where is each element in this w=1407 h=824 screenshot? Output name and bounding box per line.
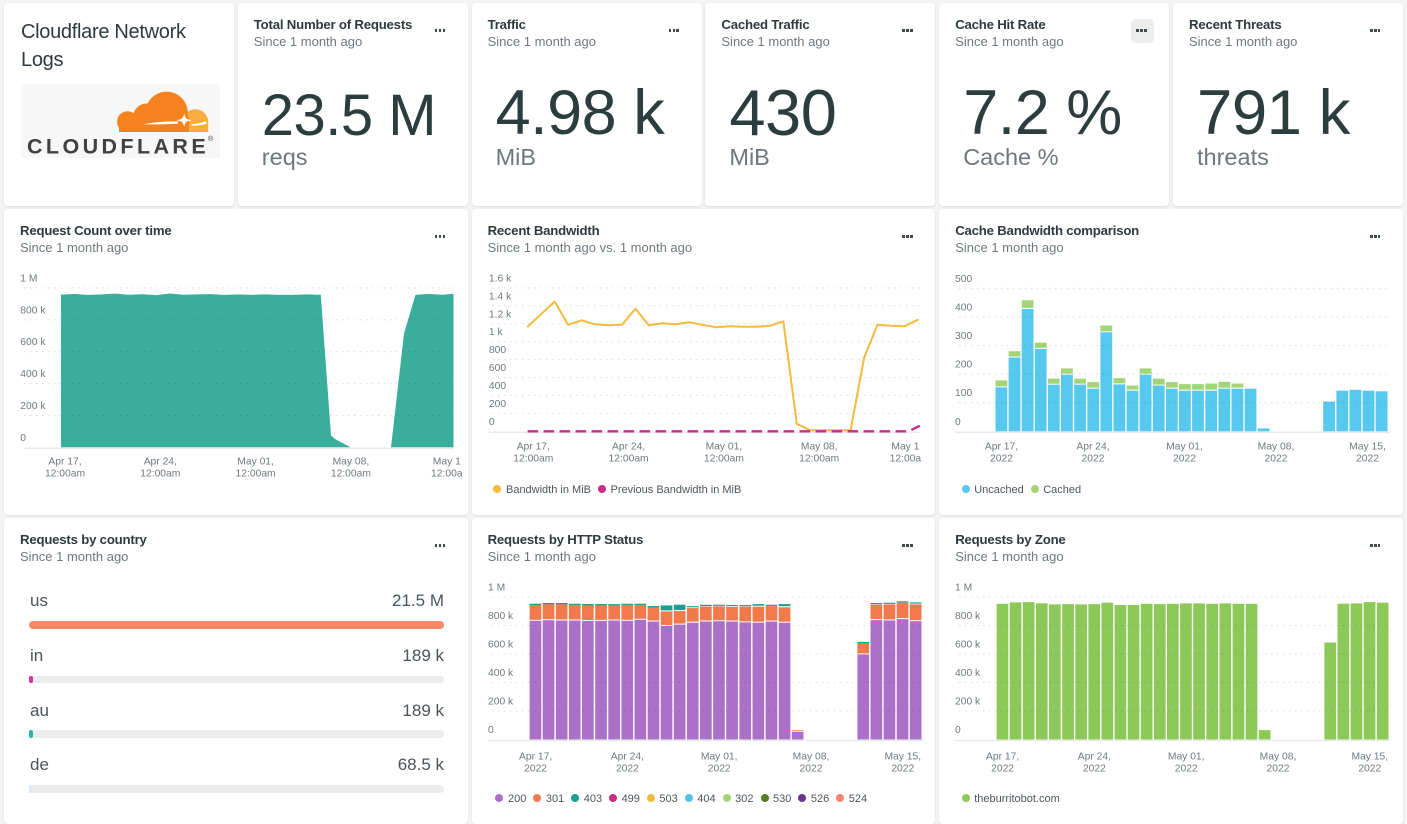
svg-text:200 k: 200 k — [955, 697, 981, 708]
svg-text:May 1: May 1 — [891, 442, 919, 453]
svg-text:2022: 2022 — [1356, 454, 1379, 465]
svg-text:2022: 2022 — [1083, 764, 1106, 775]
svg-text:1.4 k: 1.4 k — [488, 292, 511, 303]
svg-text:Apr 17,: Apr 17, — [985, 442, 1018, 453]
svg-text:600: 600 — [488, 363, 505, 374]
svg-text:12:00am: 12:00am — [799, 454, 839, 465]
svg-text:May 01,: May 01, — [1168, 752, 1205, 763]
svg-text:400 k: 400 k — [488, 668, 514, 679]
svg-text:2022: 2022 — [1359, 764, 1382, 775]
svg-text:2022: 2022 — [799, 764, 822, 775]
svg-text:May 01,: May 01, — [705, 442, 742, 453]
svg-text:May 08,: May 08, — [333, 457, 370, 468]
svg-text:800 k: 800 k — [488, 611, 514, 622]
svg-text:200: 200 — [488, 399, 505, 410]
svg-text:800 k: 800 k — [20, 305, 46, 316]
svg-text:May 08,: May 08, — [1260, 752, 1297, 763]
svg-text:May 01,: May 01, — [237, 457, 274, 468]
svg-text:600 k: 600 k — [955, 640, 981, 651]
svg-text:0: 0 — [488, 417, 494, 428]
svg-text:May 01,: May 01, — [1166, 442, 1203, 453]
svg-text:200 k: 200 k — [488, 697, 514, 708]
svg-text:12:00am: 12:00am — [331, 469, 371, 480]
svg-text:2022: 2022 — [616, 764, 639, 775]
svg-text:May 15,: May 15, — [1349, 442, 1386, 453]
svg-text:2022: 2022 — [991, 764, 1014, 775]
svg-text:300: 300 — [955, 331, 972, 342]
svg-text:400: 400 — [955, 303, 972, 314]
svg-text:May 1: May 1 — [433, 457, 461, 468]
svg-text:12:00am: 12:00am — [236, 469, 276, 480]
svg-text:Apr 17,: Apr 17, — [986, 752, 1019, 763]
svg-text:1 k: 1 k — [488, 327, 503, 338]
svg-text:1.6 k: 1.6 k — [488, 274, 511, 285]
svg-text:500: 500 — [955, 274, 972, 285]
svg-text:Apr 24,: Apr 24, — [1078, 752, 1111, 763]
svg-text:1 M: 1 M — [20, 274, 37, 285]
svg-text:0: 0 — [488, 725, 494, 736]
svg-text:2022: 2022 — [1265, 454, 1288, 465]
svg-text:Apr 24,: Apr 24, — [610, 752, 643, 763]
svg-text:May 15,: May 15, — [884, 752, 921, 763]
svg-text:2022: 2022 — [524, 764, 547, 775]
svg-text:0: 0 — [955, 725, 961, 736]
svg-text:®: ® — [208, 135, 214, 143]
svg-text:600 k: 600 k — [488, 640, 514, 651]
svg-text:0: 0 — [955, 417, 961, 428]
svg-text:1 M: 1 M — [955, 583, 972, 594]
svg-text:Apr 17,: Apr 17, — [48, 457, 81, 468]
svg-text:400: 400 — [488, 381, 505, 392]
svg-text:1 M: 1 M — [488, 583, 505, 594]
svg-text:12:00am: 12:00am — [513, 454, 553, 465]
svg-text:May 15,: May 15, — [1352, 752, 1389, 763]
svg-text:400 k: 400 k — [955, 668, 981, 679]
svg-text:Apr 24,: Apr 24, — [1077, 442, 1110, 453]
svg-text:May 08,: May 08, — [792, 752, 829, 763]
svg-text:400 k: 400 k — [20, 369, 46, 380]
svg-text:2022: 2022 — [1173, 454, 1196, 465]
svg-text:Apr 17,: Apr 17, — [519, 752, 552, 763]
svg-text:Apr 24,: Apr 24, — [144, 457, 177, 468]
svg-text:12:00a: 12:00a — [431, 469, 463, 480]
svg-text:May 08,: May 08, — [800, 442, 837, 453]
svg-text:1.2 k: 1.2 k — [488, 309, 511, 320]
svg-text:2022: 2022 — [891, 764, 914, 775]
svg-text:100: 100 — [955, 388, 972, 399]
svg-text:CLOUDFLARE: CLOUDFLARE — [27, 134, 209, 158]
svg-text:12:00am: 12:00am — [703, 454, 743, 465]
svg-text:12:00am: 12:00am — [608, 454, 648, 465]
svg-text:12:00a: 12:00a — [889, 454, 921, 465]
svg-text:Apr 17,: Apr 17, — [516, 442, 549, 453]
svg-text:2022: 2022 — [1175, 764, 1198, 775]
svg-text:0: 0 — [20, 433, 26, 444]
svg-text:12:00am: 12:00am — [140, 469, 180, 480]
svg-text:2022: 2022 — [990, 454, 1013, 465]
svg-text:Apr 24,: Apr 24, — [612, 442, 645, 453]
svg-text:200: 200 — [955, 360, 972, 371]
svg-text:800: 800 — [488, 345, 505, 356]
svg-text:May 01,: May 01, — [700, 752, 737, 763]
svg-text:600 k: 600 k — [20, 337, 46, 348]
svg-text:2022: 2022 — [1082, 454, 1105, 465]
svg-text:2022: 2022 — [1267, 764, 1290, 775]
svg-text:800 k: 800 k — [955, 611, 981, 622]
svg-text:May 08,: May 08, — [1258, 442, 1295, 453]
svg-text:2022: 2022 — [707, 764, 730, 775]
svg-text:200 k: 200 k — [20, 401, 46, 412]
svg-text:12:00am: 12:00am — [45, 469, 85, 480]
